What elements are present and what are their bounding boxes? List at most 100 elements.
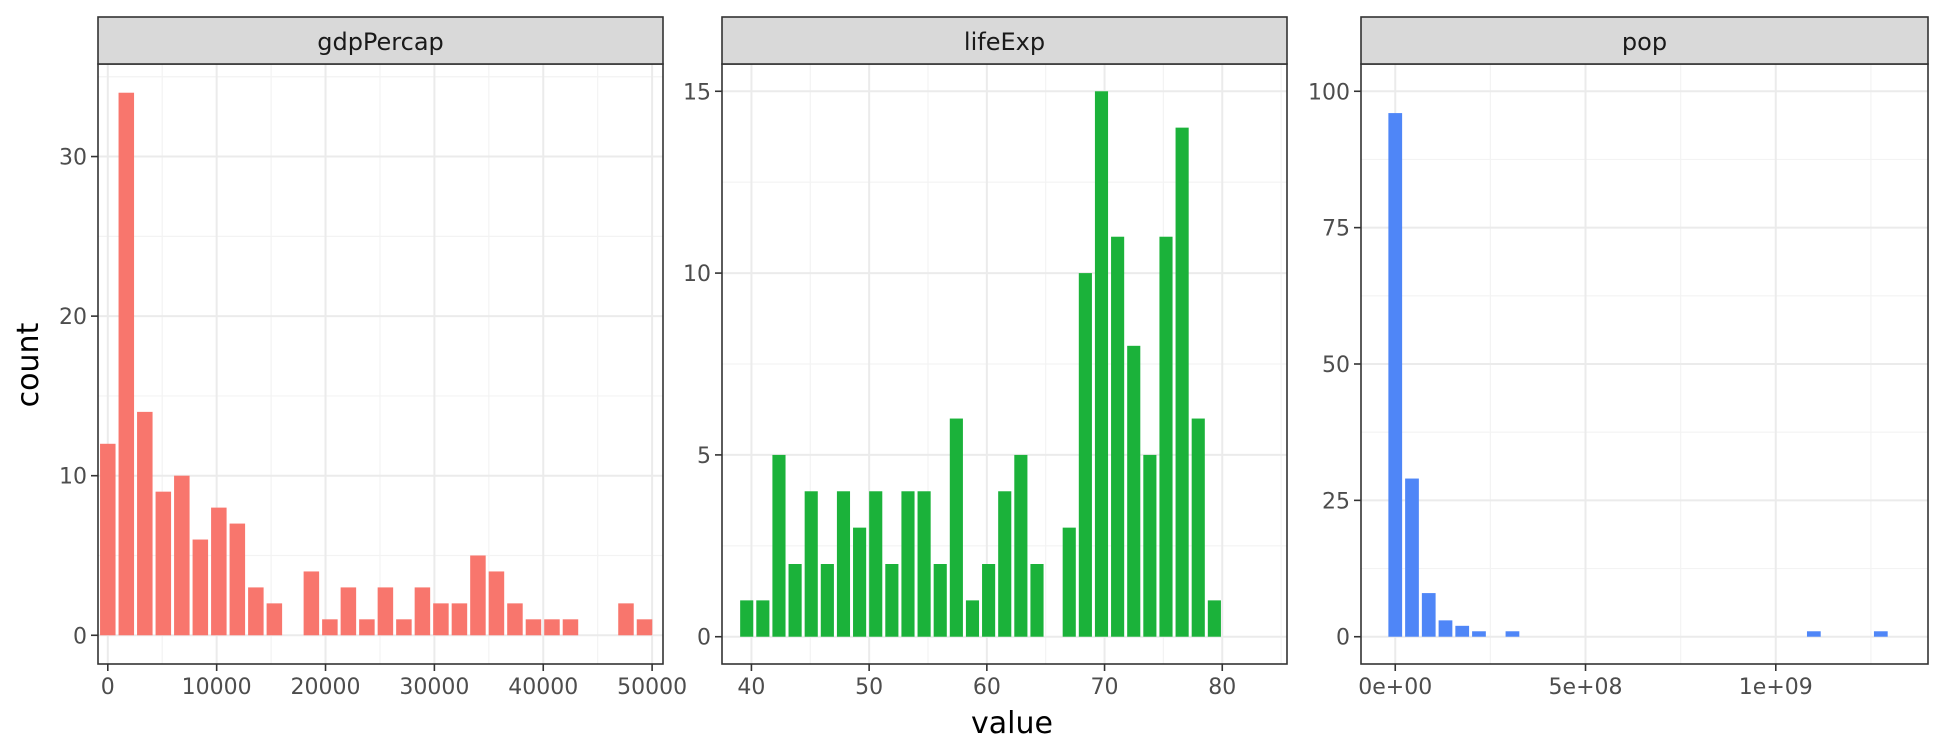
x-tick-label: 30000 — [399, 675, 469, 700]
histogram-bar-gdpPercap — [396, 619, 412, 636]
histogram-bar-gdpPercap — [155, 491, 172, 636]
facet-strip-label: pop — [1622, 28, 1667, 56]
histogram-bar-lifeExp — [836, 491, 851, 637]
histogram-bar-lifeExp — [772, 454, 786, 637]
x-axis-title: value — [971, 706, 1053, 741]
y-tick-label: 10 — [683, 262, 711, 287]
histogram-bar-lifeExp — [949, 418, 963, 637]
x-tick-label: 5e+08 — [1549, 675, 1623, 700]
histogram-bar-gdpPercap — [507, 603, 523, 636]
histogram-bar-pop — [1405, 478, 1419, 637]
facet-strip-label: gdpPercap — [317, 28, 444, 56]
histogram-bar-lifeExp — [804, 491, 818, 637]
histogram-bar-lifeExp — [1207, 600, 1221, 637]
histogram-bar-pop — [1438, 620, 1453, 637]
histogram-bar-gdpPercap — [174, 475, 190, 636]
x-tick-label: 50 — [855, 675, 883, 700]
x-tick-label: 80 — [1208, 675, 1236, 700]
histogram-bar-lifeExp — [1078, 273, 1092, 637]
x-tick-label: 40 — [737, 675, 765, 700]
facet-strip-gdpPercap — [97, 16, 664, 65]
x-tick-label: 0e+00 — [1358, 675, 1432, 700]
x-tick-label: 60 — [973, 675, 1001, 700]
histogram-bar-lifeExp — [1014, 454, 1028, 637]
histogram-bar-gdpPercap — [377, 587, 394, 636]
histogram-bar-lifeExp — [756, 600, 770, 637]
y-tick-label: 15 — [683, 80, 711, 105]
x-tick-label: 70 — [1091, 675, 1119, 700]
y-axis-title: count — [11, 322, 46, 407]
x-tick-label: 1e+09 — [1739, 675, 1813, 700]
y-tick-label: 50 — [1322, 353, 1350, 378]
histogram-bar-gdpPercap — [248, 587, 264, 636]
histogram-bar-pop — [1873, 631, 1888, 637]
histogram-bar-gdpPercap — [451, 603, 468, 636]
histogram-bar-lifeExp — [788, 564, 802, 637]
histogram-bar-pop — [1505, 631, 1520, 637]
y-tick-label: 100 — [1308, 80, 1350, 105]
histogram-bar-gdpPercap — [100, 443, 116, 636]
histogram-bar-gdpPercap — [636, 619, 653, 636]
facet-strip-lifeExp — [721, 16, 1288, 65]
histogram-bar-pop — [1472, 631, 1486, 637]
histogram-bar-gdpPercap — [340, 587, 357, 636]
histogram-bar-lifeExp — [901, 491, 915, 637]
histogram-bar-gdpPercap — [488, 571, 505, 636]
histogram-bar-lifeExp — [1191, 418, 1205, 637]
histogram-bar-gdpPercap — [192, 539, 209, 636]
histogram-bar-gdpPercap — [470, 555, 486, 636]
y-tick-label: 25 — [1322, 489, 1350, 514]
y-tick-label: 10 — [59, 465, 87, 490]
histogram-bar-gdpPercap — [211, 507, 227, 636]
x-tick-label: 40000 — [508, 675, 578, 700]
histogram-bar-gdpPercap — [359, 619, 375, 636]
histogram-bar-lifeExp — [982, 564, 996, 637]
histogram-bar-lifeExp — [1143, 454, 1157, 637]
histogram-bar-pop — [1806, 631, 1821, 637]
y-tick-label: 75 — [1322, 217, 1350, 242]
histogram-bar-gdpPercap — [433, 603, 449, 636]
histogram-bar-lifeExp — [853, 527, 867, 637]
y-tick-label: 0 — [697, 626, 711, 651]
histogram-bar-lifeExp — [1094, 91, 1109, 637]
y-tick-label: 20 — [59, 305, 87, 330]
histogram-bar-pop — [1455, 625, 1470, 637]
histogram-bar-gdpPercap — [322, 619, 338, 636]
x-tick-label: 20000 — [291, 675, 361, 700]
x-tick-label: 10000 — [182, 675, 252, 700]
histogram-bar-lifeExp — [933, 564, 947, 637]
x-tick-label: 50000 — [617, 675, 687, 700]
facet-strip-pop — [1360, 16, 1929, 65]
facet-strip-label: lifeExp — [964, 28, 1045, 56]
histogram-bar-lifeExp — [1159, 236, 1173, 637]
histogram-bar-lifeExp — [1062, 527, 1076, 637]
histogram-bar-lifeExp — [998, 491, 1012, 637]
histogram-bar-pop — [1388, 113, 1403, 637]
histogram-bar-lifeExp — [1175, 127, 1189, 637]
histogram-bar-lifeExp — [917, 491, 931, 637]
histogram-bar-lifeExp — [740, 600, 754, 637]
y-tick-label: 0 — [1336, 626, 1350, 651]
y-tick-label: 30 — [59, 146, 87, 171]
histogram-bar-gdpPercap — [618, 603, 634, 636]
histogram-bar-gdpPercap — [229, 523, 246, 636]
histogram-bar-pop — [1421, 593, 1436, 637]
histogram-bar-gdpPercap — [118, 92, 135, 636]
y-tick-label: 5 — [697, 444, 711, 469]
histogram-bar-lifeExp — [869, 491, 883, 637]
histogram-bar-gdpPercap — [562, 619, 579, 636]
histogram-bar-lifeExp — [1111, 236, 1125, 637]
histogram-bar-gdpPercap — [544, 619, 560, 636]
y-tick-label: 0 — [73, 624, 87, 649]
histogram-bar-lifeExp — [1030, 564, 1044, 637]
histogram-bar-lifeExp — [820, 564, 834, 637]
x-tick-label: 0 — [101, 675, 115, 700]
histogram-bar-lifeExp — [965, 600, 980, 637]
histogram-bar-lifeExp — [1127, 345, 1141, 637]
histogram-bar-gdpPercap — [525, 619, 542, 636]
histogram-bar-gdpPercap — [137, 411, 153, 636]
histogram-bar-gdpPercap — [303, 571, 320, 636]
histogram-bar-lifeExp — [885, 564, 899, 637]
histogram-bar-gdpPercap — [414, 587, 431, 636]
